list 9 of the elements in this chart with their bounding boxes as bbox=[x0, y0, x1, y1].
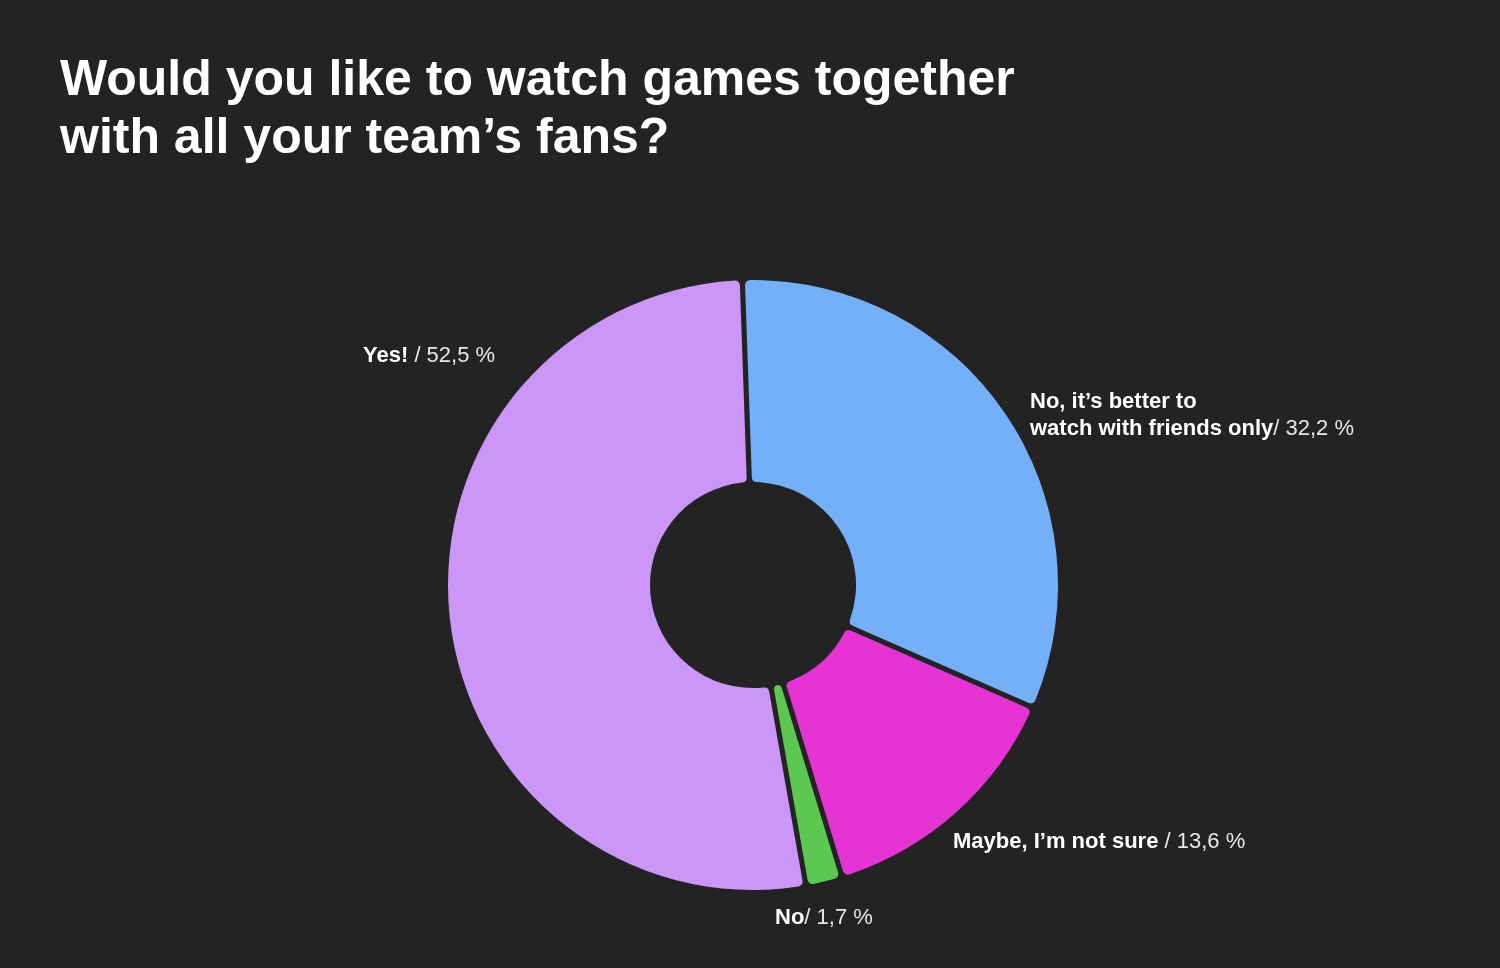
data-label: / 32,2 % bbox=[1273, 415, 1354, 440]
slice-label: No, it’s better to watch with friends only bbox=[1029, 388, 1275, 440]
data-label: / 1,7 % bbox=[804, 904, 873, 929]
slice-label: No bbox=[775, 904, 805, 929]
data-label: / 13,6 % bbox=[1158, 828, 1246, 853]
chart-title: Would you like to watch games together with all your team’s fans? bbox=[59, 50, 1015, 164]
slice-label: Yes! bbox=[363, 342, 409, 367]
slice-label: Maybe, I’m not sure bbox=[953, 828, 1159, 853]
data-label: / 52,5 % bbox=[408, 342, 496, 367]
